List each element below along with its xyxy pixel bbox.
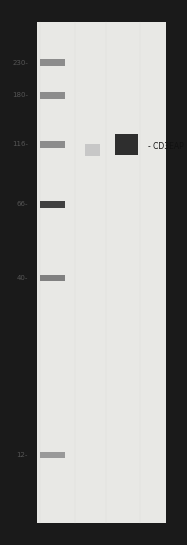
Text: - CD3EAP: - CD3EAP bbox=[148, 142, 184, 150]
Bar bbox=[40, 141, 65, 148]
Bar bbox=[40, 201, 65, 208]
Bar bbox=[37, 22, 166, 523]
Bar bbox=[40, 59, 65, 66]
Bar bbox=[115, 134, 137, 155]
Text: 116-: 116- bbox=[12, 141, 28, 148]
Text: 180-: 180- bbox=[12, 92, 28, 99]
Text: 40-: 40- bbox=[17, 275, 28, 281]
Bar bbox=[40, 452, 65, 458]
Text: 66-: 66- bbox=[16, 201, 28, 208]
Bar bbox=[40, 92, 65, 99]
Bar bbox=[40, 275, 65, 281]
Bar bbox=[85, 144, 100, 156]
Text: 12-: 12- bbox=[17, 452, 28, 458]
Text: 230-: 230- bbox=[12, 59, 28, 66]
